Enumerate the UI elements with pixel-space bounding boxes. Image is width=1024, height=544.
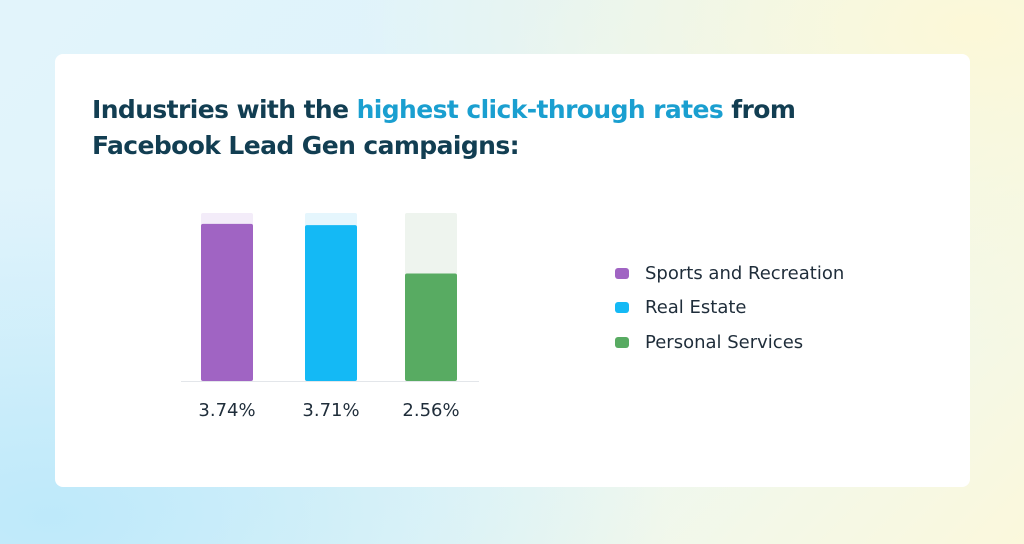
bar-personal-services (405, 273, 457, 381)
legend-label-sports: Sports and Recreation (645, 262, 845, 284)
legend-label-personal-services: Personal Services (645, 331, 804, 353)
title-part-1: Industries with the (92, 95, 357, 124)
bar-real-estate (305, 225, 357, 381)
chart-title: Industries with the highest click-throug… (92, 92, 852, 164)
chart-legend: Sports and Recreation Real Estate Person… (615, 256, 844, 360)
value-label-real-estate: 3.71% (302, 400, 359, 421)
bar-sports (201, 223, 253, 381)
legend-item-personal-services: Personal Services (615, 325, 844, 360)
value-label-sports: 3.74% (198, 400, 255, 421)
title-part-2: from Facebook Lead Gen campaigns: (92, 95, 796, 160)
legend-swatch-real-estate (615, 302, 629, 314)
value-label-personal-services: 2.56% (402, 400, 459, 421)
legend-swatch-sports (615, 267, 629, 279)
chart-card: Industries with the highest click-throug… (55, 54, 970, 487)
bar-chart: 3.74% 3.71% 2.56% (181, 213, 479, 421)
legend-item-real-estate: Real Estate (615, 291, 844, 326)
legend-item-sports: Sports and Recreation (615, 256, 844, 291)
title-highlight: highest click-through rates (356, 95, 724, 124)
legend-label-real-estate: Real Estate (645, 297, 747, 319)
legend-swatch-personal-services (615, 336, 629, 348)
